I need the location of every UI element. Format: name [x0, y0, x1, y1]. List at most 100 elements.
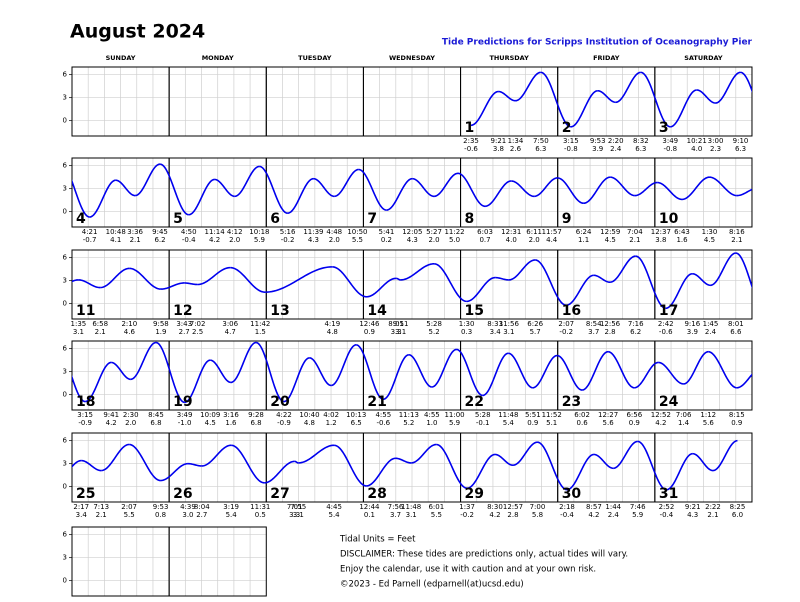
tide-time: 1:45 — [703, 320, 719, 328]
tide-curve — [637, 440, 655, 475]
tide-curve — [482, 352, 509, 397]
tide-height: 2.3 — [710, 145, 721, 153]
tide-time: 12:59 — [600, 228, 620, 236]
day-number: 25 — [76, 486, 95, 502]
tide-time: 11:52 — [542, 411, 562, 419]
tide-curve — [169, 282, 185, 289]
tide-height: 4.3 — [407, 236, 418, 244]
tide-height: 6.6 — [730, 328, 742, 336]
tide-curve — [363, 171, 387, 211]
tide-time: 7:01 — [287, 503, 303, 511]
tide-height: 0.1 — [364, 511, 375, 519]
tide-curve — [283, 357, 310, 403]
tide-height: 5.8 — [532, 511, 543, 519]
tide-curve — [615, 71, 641, 104]
tide-height: 5.0 — [449, 236, 460, 244]
tide-time: 12:05 — [402, 228, 422, 236]
y-tick-label: 6 — [63, 345, 68, 353]
tide-time: 2:30 — [123, 411, 139, 419]
tide-height: 4.2 — [209, 236, 220, 244]
day-number: 10 — [659, 211, 679, 227]
tide-curve — [72, 279, 79, 283]
tide-height: 2.6 — [510, 145, 522, 153]
day-number: 31 — [659, 486, 678, 502]
tide-height: 3.0 — [182, 511, 193, 519]
tide-height: -0.4 — [660, 511, 674, 519]
tide-time: 4:50 — [181, 228, 197, 236]
tide-height: 3.1 — [503, 328, 514, 336]
weekday-header: THURSDAY — [489, 54, 529, 62]
tide-curve — [434, 263, 461, 300]
note: DISCLAIMER: These tides are predictions … — [340, 550, 628, 560]
tide-time: 11:42 — [250, 320, 270, 328]
tide-time: 4:48 — [326, 228, 342, 236]
tide-height: 5.5 — [352, 236, 363, 244]
tide-curve — [494, 453, 514, 466]
tide-time: 8:15 — [729, 411, 745, 419]
tide-curve — [557, 354, 583, 391]
tide-curve — [129, 443, 161, 482]
tide-time: 11:14 — [205, 228, 226, 236]
tide-curve — [495, 276, 509, 281]
tide-curve — [366, 277, 397, 298]
tide-time: 10:50 — [347, 228, 367, 236]
tide-curve — [383, 354, 409, 401]
tide-time: 3:06 — [222, 320, 238, 328]
tide-height: 4.0 — [691, 145, 702, 153]
tide-curve — [665, 272, 693, 310]
tide-time: 8:45 — [148, 411, 164, 419]
tide-height: -0.6 — [464, 145, 478, 153]
tide-curve — [467, 453, 496, 489]
tide-time: 9:58 — [153, 320, 169, 328]
tide-time: 6:26 — [527, 320, 543, 328]
tide-height: 4.6 — [124, 328, 136, 336]
tide-height: -0.9 — [78, 419, 92, 427]
tide-time: 1:30 — [702, 228, 718, 236]
day-number: 30 — [562, 486, 582, 502]
tide-height: 4.2 — [489, 511, 500, 519]
tide-time: 1:37 — [459, 503, 475, 511]
tide-curve — [187, 462, 202, 467]
tide-time: 10:09 — [200, 411, 220, 419]
tide-time: 8:05 — [388, 320, 404, 328]
y-tick-label: 3 — [63, 94, 67, 102]
tide-time: 8:25 — [730, 503, 746, 511]
tide-curve — [512, 441, 538, 466]
tide-time: 5:28 — [475, 411, 491, 419]
tide-curve — [313, 177, 335, 198]
tide-height: 3.3 — [289, 511, 300, 519]
tide-time: 3:16 — [223, 411, 239, 419]
day-number: 3 — [659, 120, 669, 136]
day-number: 1 — [465, 120, 475, 136]
day-number: 27 — [270, 486, 289, 502]
tide-time: 9:28 — [248, 411, 264, 419]
tide-curve — [160, 286, 170, 290]
tide-height: 3.8 — [493, 145, 504, 153]
day-cell — [654, 432, 753, 503]
tide-height: 4.1 — [110, 236, 121, 244]
tide-curve — [130, 341, 157, 381]
tide-time: 8:01 — [728, 320, 744, 328]
tide-curve — [184, 359, 211, 404]
tide-curve — [259, 165, 267, 175]
tide-height: 0.3 — [461, 328, 472, 336]
tide-height: 2.7 — [196, 511, 207, 519]
tide-curve — [537, 441, 558, 481]
tide-curve — [129, 267, 161, 290]
tide-height: -0.8 — [663, 145, 677, 153]
y-tick-label: 6 — [63, 437, 68, 445]
weekday-header: SUNDAY — [106, 54, 136, 62]
tide-height: 3.9 — [592, 145, 603, 153]
tide-time: 4:22 — [276, 411, 292, 419]
tide-time: 1:34 — [508, 137, 524, 145]
day-number: 19 — [173, 394, 192, 410]
tide-height: 4.4 — [546, 236, 558, 244]
tide-time: 2:10 — [121, 320, 137, 328]
tide-time: 2:17 — [73, 503, 89, 511]
tide-time: 7:00 — [530, 503, 546, 511]
tide-height: 6.8 — [250, 419, 261, 427]
note: ©2023 - Ed Parnell (edparnell(at)ucsd.ed… — [340, 580, 524, 590]
tide-curve — [155, 341, 170, 372]
tide-time: 10:13 — [346, 411, 366, 419]
tide-curve — [230, 266, 266, 293]
